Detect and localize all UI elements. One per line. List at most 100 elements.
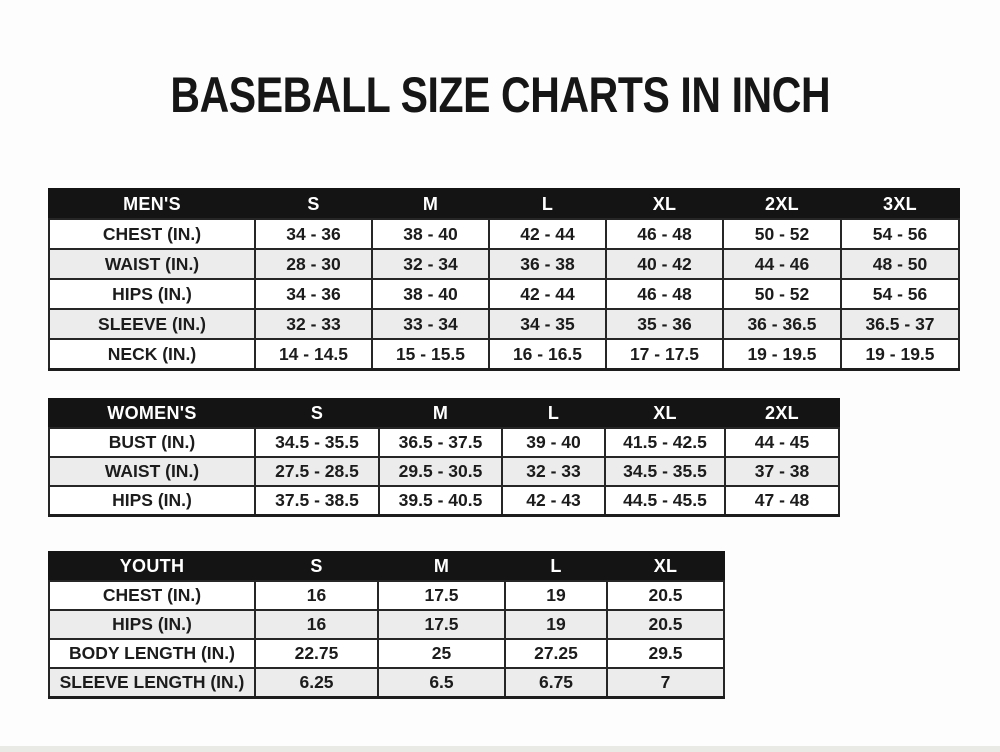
size-cell: 33 - 34 bbox=[371, 308, 490, 340]
title-container: BASEBALL SIZE CHARTS IN INCH bbox=[0, 66, 1000, 124]
row-label: HIPS (IN.) bbox=[48, 609, 256, 640]
column-header: 2XL bbox=[724, 398, 840, 429]
size-cell: 28 - 30 bbox=[254, 248, 373, 280]
size-cell: 50 - 52 bbox=[722, 218, 842, 250]
table-row: SLEEVE LENGTH (IN.) 6.25 6.5 6.75 7 bbox=[48, 667, 725, 699]
column-header: 2XL bbox=[722, 188, 842, 220]
table-row: HIPS (IN.) 37.5 - 38.5 39.5 - 40.5 42 - … bbox=[48, 485, 840, 517]
size-cell: 22.75 bbox=[254, 638, 379, 669]
size-cell: 17.5 bbox=[377, 580, 506, 611]
column-header: 3XL bbox=[840, 188, 960, 220]
mens-size-table: MEN'S S M L XL 2XL 3XL CHEST (IN.) 34 - … bbox=[48, 188, 960, 371]
table-row: HIPS (IN.) 34 - 36 38 - 40 42 - 44 46 - … bbox=[48, 278, 960, 310]
size-cell: 39 - 40 bbox=[501, 427, 606, 458]
size-cell: 32 - 34 bbox=[371, 248, 490, 280]
size-cell: 42 - 43 bbox=[501, 485, 606, 517]
size-cell: 19 - 19.5 bbox=[840, 338, 960, 371]
column-header: YOUTH bbox=[48, 551, 256, 582]
size-cell: 34.5 - 35.5 bbox=[604, 456, 726, 487]
size-cell: 46 - 48 bbox=[605, 218, 724, 250]
size-cell: 41.5 - 42.5 bbox=[604, 427, 726, 458]
column-header: XL bbox=[605, 188, 724, 220]
size-cell: 20.5 bbox=[606, 609, 725, 640]
column-header: WOMEN'S bbox=[48, 398, 256, 429]
size-cell: 37.5 - 38.5 bbox=[254, 485, 380, 517]
size-cell: 37 - 38 bbox=[724, 456, 840, 487]
table-row: BODY LENGTH (IN.) 22.75 25 27.25 29.5 bbox=[48, 638, 725, 669]
size-cell: 25 bbox=[377, 638, 506, 669]
size-cell: 39.5 - 40.5 bbox=[378, 485, 503, 517]
size-cell: 42 - 44 bbox=[488, 218, 607, 250]
row-label: HIPS (IN.) bbox=[48, 278, 256, 310]
column-header: M bbox=[377, 551, 506, 582]
size-cell: 44 - 45 bbox=[724, 427, 840, 458]
size-cell: 54 - 56 bbox=[840, 278, 960, 310]
column-header: S bbox=[254, 398, 380, 429]
column-header: MEN'S bbox=[48, 188, 256, 220]
size-cell: 40 - 42 bbox=[605, 248, 724, 280]
size-cell: 16 bbox=[254, 609, 379, 640]
size-cell: 16 - 16.5 bbox=[488, 338, 607, 371]
table-row: CHEST (IN.) 16 17.5 19 20.5 bbox=[48, 580, 725, 611]
youth-size-table: YOUTH S M L XL CHEST (IN.) 16 17.5 19 20… bbox=[48, 551, 725, 699]
column-header: L bbox=[501, 398, 606, 429]
column-header: S bbox=[254, 188, 373, 220]
size-cell: 36 - 38 bbox=[488, 248, 607, 280]
table-row: NECK (IN.) 14 - 14.5 15 - 15.5 16 - 16.5… bbox=[48, 338, 960, 371]
size-cell: 29.5 - 30.5 bbox=[378, 456, 503, 487]
size-cell: 32 - 33 bbox=[254, 308, 373, 340]
column-header: M bbox=[371, 188, 490, 220]
page-title: BASEBALL SIZE CHARTS IN INCH bbox=[170, 67, 830, 123]
table-header-row: WOMEN'S S M L XL 2XL bbox=[48, 398, 840, 429]
size-cell: 27.5 - 28.5 bbox=[254, 456, 380, 487]
row-label: WAIST (IN.) bbox=[48, 456, 256, 487]
size-cell: 32 - 33 bbox=[501, 456, 606, 487]
size-cell: 6.5 bbox=[377, 667, 506, 699]
column-header: L bbox=[488, 188, 607, 220]
row-label: NECK (IN.) bbox=[48, 338, 256, 371]
size-cell: 14 - 14.5 bbox=[254, 338, 373, 371]
column-header: XL bbox=[606, 551, 725, 582]
size-cell: 50 - 52 bbox=[722, 278, 842, 310]
table-row: WAIST (IN.) 27.5 - 28.5 29.5 - 30.5 32 -… bbox=[48, 456, 840, 487]
row-label: HIPS (IN.) bbox=[48, 485, 256, 517]
table-row: CHEST (IN.) 34 - 36 38 - 40 42 - 44 46 -… bbox=[48, 218, 960, 250]
size-cell: 17.5 bbox=[377, 609, 506, 640]
row-label: WAIST (IN.) bbox=[48, 248, 256, 280]
row-label: SLEEVE (IN.) bbox=[48, 308, 256, 340]
size-cell: 6.25 bbox=[254, 667, 379, 699]
row-label: BUST (IN.) bbox=[48, 427, 256, 458]
size-cell: 47 - 48 bbox=[724, 485, 840, 517]
size-cell: 36 - 36.5 bbox=[722, 308, 842, 340]
table-header-row: YOUTH S M L XL bbox=[48, 551, 725, 582]
size-cell: 44.5 - 45.5 bbox=[604, 485, 726, 517]
column-header: L bbox=[504, 551, 608, 582]
size-cell: 15 - 15.5 bbox=[371, 338, 490, 371]
table-row: WAIST (IN.) 28 - 30 32 - 34 36 - 38 40 -… bbox=[48, 248, 960, 280]
table-row: HIPS (IN.) 16 17.5 19 20.5 bbox=[48, 609, 725, 640]
size-cell: 19 bbox=[504, 609, 608, 640]
size-cell: 54 - 56 bbox=[840, 218, 960, 250]
size-cell: 29.5 bbox=[606, 638, 725, 669]
row-label: BODY LENGTH (IN.) bbox=[48, 638, 256, 669]
column-header: M bbox=[378, 398, 503, 429]
size-cell: 7 bbox=[606, 667, 725, 699]
size-cell: 19 bbox=[504, 580, 608, 611]
size-cell: 48 - 50 bbox=[840, 248, 960, 280]
size-cell: 38 - 40 bbox=[371, 218, 490, 250]
table-row: BUST (IN.) 34.5 - 35.5 36.5 - 37.5 39 - … bbox=[48, 427, 840, 458]
size-cell: 44 - 46 bbox=[722, 248, 842, 280]
column-header: XL bbox=[604, 398, 726, 429]
size-cell: 20.5 bbox=[606, 580, 725, 611]
table-row: SLEEVE (IN.) 32 - 33 33 - 34 34 - 35 35 … bbox=[48, 308, 960, 340]
size-cell: 17 - 17.5 bbox=[605, 338, 724, 371]
size-cell: 46 - 48 bbox=[605, 278, 724, 310]
size-cell: 34 - 36 bbox=[254, 278, 373, 310]
size-cell: 27.25 bbox=[504, 638, 608, 669]
bottom-edge-strip bbox=[0, 746, 1000, 752]
size-cell: 34 - 36 bbox=[254, 218, 373, 250]
row-label: CHEST (IN.) bbox=[48, 218, 256, 250]
size-cell: 42 - 44 bbox=[488, 278, 607, 310]
womens-size-table: WOMEN'S S M L XL 2XL BUST (IN.) 34.5 - 3… bbox=[48, 398, 840, 517]
